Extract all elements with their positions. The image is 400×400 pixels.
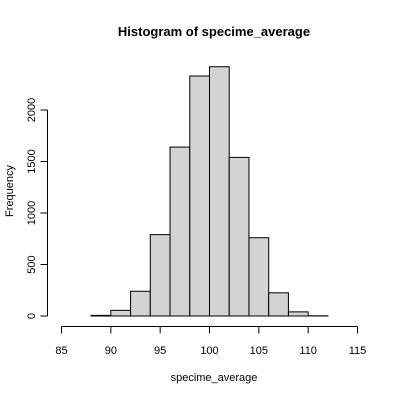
histogram-bar-5 [169, 146, 191, 317]
y-axis-label: Frequency [4, 165, 16, 217]
x-tick-label-6: 115 [349, 345, 367, 357]
x-tick-label-0: 85 [55, 345, 67, 357]
histogram-bar-4 [149, 234, 171, 317]
y-tick-label-4: 2000 [26, 98, 38, 122]
histogram-bar-6 [189, 75, 210, 317]
histogram-bar-8 [228, 156, 250, 317]
y-tick-label-2: 1000 [26, 201, 38, 225]
y-tick-label-3: 1500 [26, 149, 38, 173]
x-tick-label-5: 110 [299, 345, 317, 357]
histogram-bar-9 [248, 237, 270, 317]
histogram-bar-11 [287, 311, 309, 317]
x-axis-label: specime_average [171, 372, 258, 384]
x-tick-label-3: 100 [200, 345, 218, 357]
x-tick-label-2: 95 [154, 345, 166, 357]
x-tick-label-4: 105 [250, 345, 268, 357]
y-tick-label-0: 0 [26, 313, 38, 319]
histogram-bar-1 [90, 314, 112, 317]
histogram-bar-7 [209, 66, 230, 317]
x-tick-label-1: 90 [105, 345, 117, 357]
histogram-bar-2 [110, 309, 132, 317]
chart-title: Histogram of specime_average [118, 24, 310, 39]
y-tick-label-1: 500 [26, 255, 38, 273]
histogram-bar-10 [268, 292, 289, 317]
histogram-bar-3 [130, 290, 151, 317]
y-axis: 0 500 1000 1500 2000 [26, 98, 48, 319]
bars-group [90, 66, 329, 317]
x-axis: 85 90 95 100 105 110 115 [55, 326, 367, 357]
